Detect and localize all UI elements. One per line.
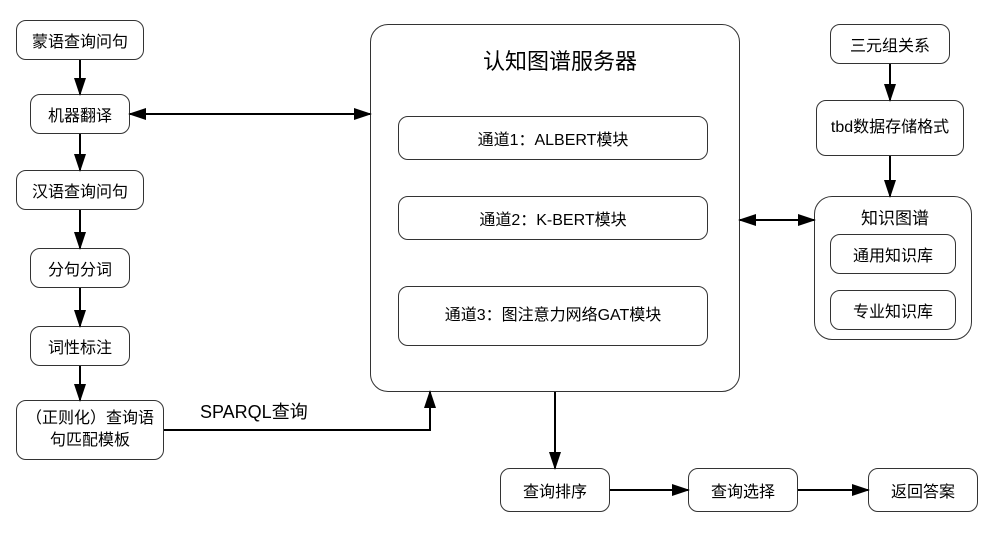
node-kg-professional: 专业知识库 [830, 290, 956, 330]
label: 三元组关系 [850, 32, 930, 56]
node-kg-general: 通用知识库 [830, 234, 956, 274]
node-channel3-gat: 通道3：图注意力网络GAT模块 [398, 286, 708, 346]
node-channel2-kbert: 通道2：K-BERT模块 [398, 196, 708, 240]
node-chinese-query: 汉语查询问句 [16, 170, 144, 210]
label: SPARQL查询 [200, 402, 308, 422]
node-pos-tagging: 词性标注 [30, 326, 130, 366]
label: 专业知识库 [853, 298, 933, 322]
label: 词性标注 [48, 334, 112, 358]
node-return-answer: 返回答案 [868, 468, 978, 512]
label: 通道3：图注意力网络GAT模块 [445, 305, 662, 327]
server-title: 认知图谱服务器 [460, 44, 660, 76]
label: 返回答案 [891, 478, 955, 502]
label: 分句分词 [48, 256, 112, 280]
node-template-match: （正则化）查询语句匹配模板 [16, 400, 164, 460]
node-mongolian-query: 蒙语查询问句 [16, 20, 144, 60]
label: 汉语查询问句 [32, 178, 128, 202]
node-machine-translation: 机器翻译 [30, 94, 130, 134]
edge-label-sparql: SPARQL查询 [200, 398, 308, 424]
node-query-select: 查询选择 [688, 468, 798, 512]
label: 通用知识库 [853, 242, 933, 266]
label: 通道1：ALBERT模块 [478, 126, 629, 150]
label: 查询选择 [711, 478, 775, 502]
node-segmentation: 分句分词 [30, 248, 130, 288]
label: 机器翻译 [48, 102, 112, 126]
label: 查询排序 [523, 478, 587, 502]
label: 认知图谱服务器 [483, 49, 637, 74]
label: 蒙语查询问句 [32, 28, 128, 52]
node-triple-relation: 三元组关系 [830, 24, 950, 64]
label: 通道2：K-BERT模块 [479, 206, 626, 230]
node-query-rank: 查询排序 [500, 468, 610, 512]
label: （正则化）查询语句匹配模板 [23, 408, 157, 451]
flowchart-canvas: 蒙语查询问句 机器翻译 汉语查询问句 分句分词 词性标注 （正则化）查询语句匹配… [0, 0, 1000, 556]
node-channel1-albert: 通道1：ALBERT模块 [398, 116, 708, 160]
node-tbd-storage: tbd数据存储格式 [816, 100, 964, 156]
label: tbd数据存储格式 [831, 117, 949, 139]
kg-title: 知识图谱 [850, 204, 940, 229]
label: 知识图谱 [861, 209, 929, 228]
